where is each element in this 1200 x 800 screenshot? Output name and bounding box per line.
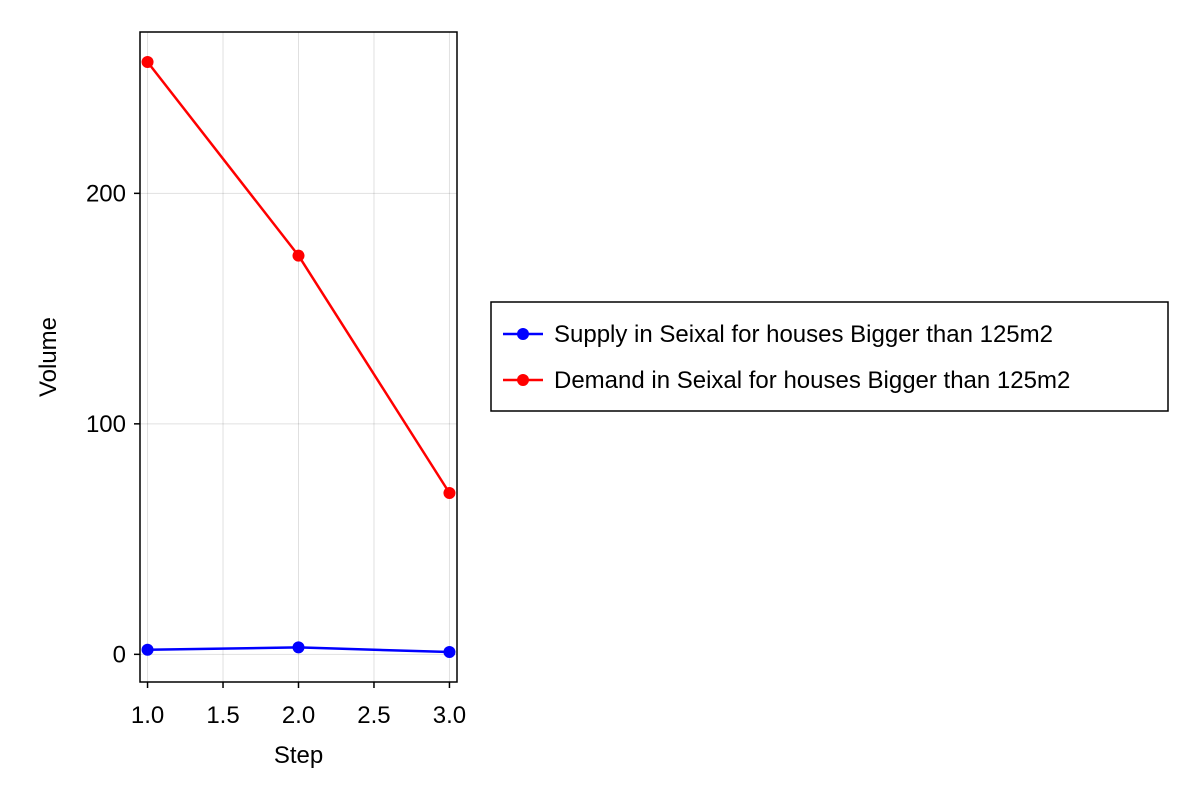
data-point	[292, 249, 305, 262]
grid-lines	[140, 32, 457, 682]
legend-swatch-marker	[517, 374, 529, 386]
data-point	[141, 643, 154, 656]
x-tick-label: 3.0	[433, 702, 466, 729]
series-layer	[141, 55, 456, 659]
legend-box	[490, 301, 1169, 412]
legend-label: Supply in Seixal for houses Bigger than …	[554, 321, 1053, 348]
x-axis-label: Step	[274, 742, 323, 769]
series-0	[141, 641, 456, 659]
legend-items: Supply in Seixal for houses Bigger than …	[503, 321, 1070, 394]
legend-item: Supply in Seixal for houses Bigger than …	[503, 321, 1053, 348]
x-tick-label: 1.5	[206, 702, 239, 729]
y-tick-label: 100	[86, 411, 126, 438]
data-point	[443, 646, 456, 659]
x-tick-label: 1.0	[131, 702, 164, 729]
data-point	[141, 55, 154, 68]
axis-ticks: 1.0 1.5 2.0 2.5 3.0 0 100 200	[86, 180, 466, 729]
data-point	[443, 486, 456, 499]
x-tick-label: 2.0	[282, 702, 315, 729]
x-tick-label: 2.5	[357, 702, 390, 729]
legend-item: Demand in Seixal for houses Bigger than …	[503, 367, 1070, 394]
y-tick-label: 0	[113, 641, 126, 668]
legend-swatch-marker	[517, 328, 529, 340]
series-1	[141, 55, 456, 499]
y-tick-label: 200	[86, 180, 126, 207]
y-axis-label: Volume	[35, 317, 62, 397]
legend: Supply in Seixal for houses Bigger than …	[490, 301, 1169, 412]
legend-label: Demand in Seixal for houses Bigger than …	[554, 367, 1070, 394]
data-point	[292, 641, 305, 654]
